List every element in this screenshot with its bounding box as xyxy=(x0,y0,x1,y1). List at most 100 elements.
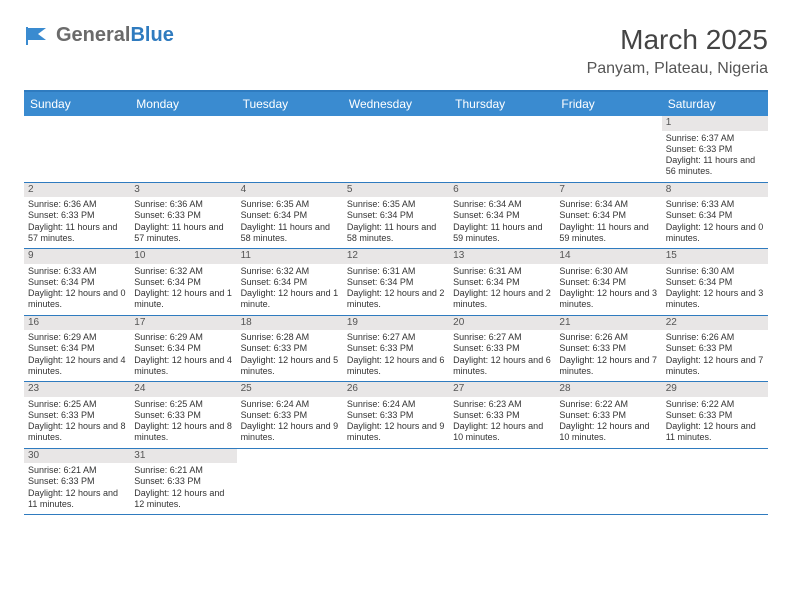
calendar: Sunday Monday Tuesday Wednesday Thursday… xyxy=(24,90,768,515)
sunrise-text: Sunrise: 6:34 AM xyxy=(453,199,551,210)
sunrise-text: Sunrise: 6:27 AM xyxy=(453,332,551,343)
day-cell: 25Sunrise: 6:24 AMSunset: 6:33 PMDayligh… xyxy=(237,382,343,448)
day-number: 11 xyxy=(237,249,343,264)
sunset-text: Sunset: 6:34 PM xyxy=(134,343,232,354)
day-cell xyxy=(555,449,661,515)
sunset-text: Sunset: 6:34 PM xyxy=(559,210,657,221)
day-number: 15 xyxy=(662,249,768,264)
day-number: 30 xyxy=(24,449,130,464)
day-cell xyxy=(343,449,449,515)
sunset-text: Sunset: 6:33 PM xyxy=(28,410,126,421)
dayhead-wednesday: Wednesday xyxy=(343,92,449,116)
sunrise-text: Sunrise: 6:29 AM xyxy=(28,332,126,343)
day-cell: 27Sunrise: 6:23 AMSunset: 6:33 PMDayligh… xyxy=(449,382,555,448)
sunset-text: Sunset: 6:33 PM xyxy=(666,343,764,354)
daylight-text: Daylight: 12 hours and 10 minutes. xyxy=(559,421,657,444)
day-cell: 17Sunrise: 6:29 AMSunset: 6:34 PMDayligh… xyxy=(130,316,236,382)
day-cell: 18Sunrise: 6:28 AMSunset: 6:33 PMDayligh… xyxy=(237,316,343,382)
daylight-text: Daylight: 12 hours and 9 minutes. xyxy=(347,421,445,444)
day-cell xyxy=(237,449,343,515)
weeks-container: 1Sunrise: 6:37 AMSunset: 6:33 PMDaylight… xyxy=(24,116,768,515)
logo-text-blue: Blue xyxy=(130,24,173,46)
sunrise-text: Sunrise: 6:33 AM xyxy=(666,199,764,210)
daylight-text: Daylight: 12 hours and 9 minutes. xyxy=(241,421,339,444)
sunset-text: Sunset: 6:34 PM xyxy=(347,277,445,288)
day-cell: 29Sunrise: 6:22 AMSunset: 6:33 PMDayligh… xyxy=(662,382,768,448)
day-number: 26 xyxy=(343,382,449,397)
day-number: 24 xyxy=(130,382,236,397)
daylight-text: Daylight: 12 hours and 4 minutes. xyxy=(28,355,126,378)
day-number: 3 xyxy=(130,183,236,198)
day-number: 22 xyxy=(662,316,768,331)
day-cell: 4Sunrise: 6:35 AMSunset: 6:34 PMDaylight… xyxy=(237,183,343,249)
day-cell xyxy=(24,116,130,182)
day-number: 28 xyxy=(555,382,661,397)
sunrise-text: Sunrise: 6:21 AM xyxy=(28,465,126,476)
sunset-text: Sunset: 6:33 PM xyxy=(453,410,551,421)
day-number: 18 xyxy=(237,316,343,331)
sunrise-text: Sunrise: 6:31 AM xyxy=(347,266,445,277)
sunset-text: Sunset: 6:33 PM xyxy=(559,410,657,421)
sunset-text: Sunset: 6:33 PM xyxy=(134,410,232,421)
sunset-text: Sunset: 6:33 PM xyxy=(28,210,126,221)
daylight-text: Daylight: 11 hours and 57 minutes. xyxy=(28,222,126,245)
sunset-text: Sunset: 6:33 PM xyxy=(559,343,657,354)
daylight-text: Daylight: 12 hours and 7 minutes. xyxy=(666,355,764,378)
day-number: 7 xyxy=(555,183,661,198)
sunrise-text: Sunrise: 6:24 AM xyxy=(347,399,445,410)
week-row: 30Sunrise: 6:21 AM Sunset: 6:33 PMDayligh… xyxy=(24,449,768,516)
daylight-text: Daylight: 12 hours and 0 minutes. xyxy=(666,222,764,245)
location: Panyam, Plateau, Nigeria xyxy=(587,60,768,78)
sunset-text: Sunset: 6:33 PM xyxy=(134,476,232,487)
day-cell: 26 Sunrise: 6:24 AMSunset: 6:33 PMDayligh… xyxy=(343,382,449,448)
sunrise-text: Sunrise: 6:22 AM xyxy=(559,399,657,410)
sunset-text: Sunset: 6:33 PM xyxy=(241,343,339,354)
day-cell xyxy=(662,449,768,515)
dayhead-friday: Friday xyxy=(555,92,661,116)
day-cell: 30Sunrise: 6:21 AMSunset: 6:33 PMDayligh… xyxy=(24,449,130,515)
month-title: March 2025 xyxy=(587,24,768,56)
day-number: 20 xyxy=(449,316,555,331)
daylight-text: Daylight: 12 hours and 11 minutes. xyxy=(666,421,764,444)
sunset-text: Sunset: 6:34 PM xyxy=(347,210,445,221)
sunset-text: Sunset: 6:33 PM xyxy=(134,210,232,221)
day-number: 25 xyxy=(237,382,343,397)
sunrise-text: Sunrise: 6:36 AM xyxy=(134,199,232,210)
day-cell: 31Sunrise: 6:21 AMSunset: 6:33 PMDayligh… xyxy=(130,449,236,515)
day-number: 19 xyxy=(343,316,449,331)
dayhead-sunday: Sunday xyxy=(24,92,130,116)
day-cell: 19Sunrise: 6:27 AMSunset: 6:33 PMDayligh… xyxy=(343,316,449,382)
week-row: 2Sunrise: 6:36 AMSunset: 6:33 PMDaylight… xyxy=(24,183,768,250)
sunset-text: Sunset: 6:33 PM xyxy=(666,410,764,421)
sunrise-text: Sunrise: 6:26 AM xyxy=(666,332,764,343)
day-number: 10 xyxy=(130,249,236,264)
title-block: March 2025 Panyam, Plateau, Nigeria xyxy=(587,24,768,78)
sunrise-text: Sunrise: 6:32 AM xyxy=(134,266,232,277)
sunrise-text: Sunrise: 6:24 AM xyxy=(241,399,339,410)
day-cell: 21Sunrise: 6:26 AMSunset: 6:33 PMDayligh… xyxy=(555,316,661,382)
sunrise-text: Sunrise: 6:25 AM xyxy=(28,399,126,410)
daylight-text: Daylight: 12 hours and 5 minutes. xyxy=(241,355,339,378)
week-row: 1Sunrise: 6:37 AMSunset: 6:33 PMDaylight… xyxy=(24,116,768,183)
sunrise-text: Sunrise: 6:34 AM xyxy=(559,199,657,210)
day-cell xyxy=(449,116,555,182)
daylight-text: Daylight: 11 hours and 58 minutes. xyxy=(347,222,445,245)
sunset-text: Sunset: 6:33 PM xyxy=(347,410,445,421)
week-row: 16Sunrise: 6:29 AMSunset: 6:34 PMDayligh… xyxy=(24,316,768,383)
daylight-text: Daylight: 11 hours and 56 minutes. xyxy=(666,155,764,178)
sunrise-text: Sunrise: 6:26 AM xyxy=(559,332,657,343)
sunset-text: Sunset: 6:33 PM xyxy=(453,343,551,354)
day-cell: 12Sunrise: 6:31 AMSunset: 6:34 PMDayligh… xyxy=(343,249,449,315)
daylight-text: Daylight: 12 hours and 6 minutes. xyxy=(453,355,551,378)
daylight-text: Daylight: 12 hours and 8 minutes. xyxy=(134,421,232,444)
day-number: 21 xyxy=(555,316,661,331)
day-cell: 22Sunrise: 6:26 AMSunset: 6:33 PMDayligh… xyxy=(662,316,768,382)
day-cell: 14Sunrise: 6:30 AMSunset: 6:34 PMDayligh… xyxy=(555,249,661,315)
day-cell: 20Sunrise: 6:27 AMSunset: 6:33 PMDayligh… xyxy=(449,316,555,382)
sunrise-text: Sunrise: 6:32 AM xyxy=(241,266,339,277)
sunset-text: Sunset: 6:33 PM xyxy=(347,343,445,354)
sunset-text: Sunset: 6:34 PM xyxy=(28,343,126,354)
day-number: 31 xyxy=(130,449,236,464)
daylight-text: Daylight: 12 hours and 12 minutes. xyxy=(134,488,232,511)
sunrise-text: Sunrise: 6:25 AM xyxy=(134,399,232,410)
